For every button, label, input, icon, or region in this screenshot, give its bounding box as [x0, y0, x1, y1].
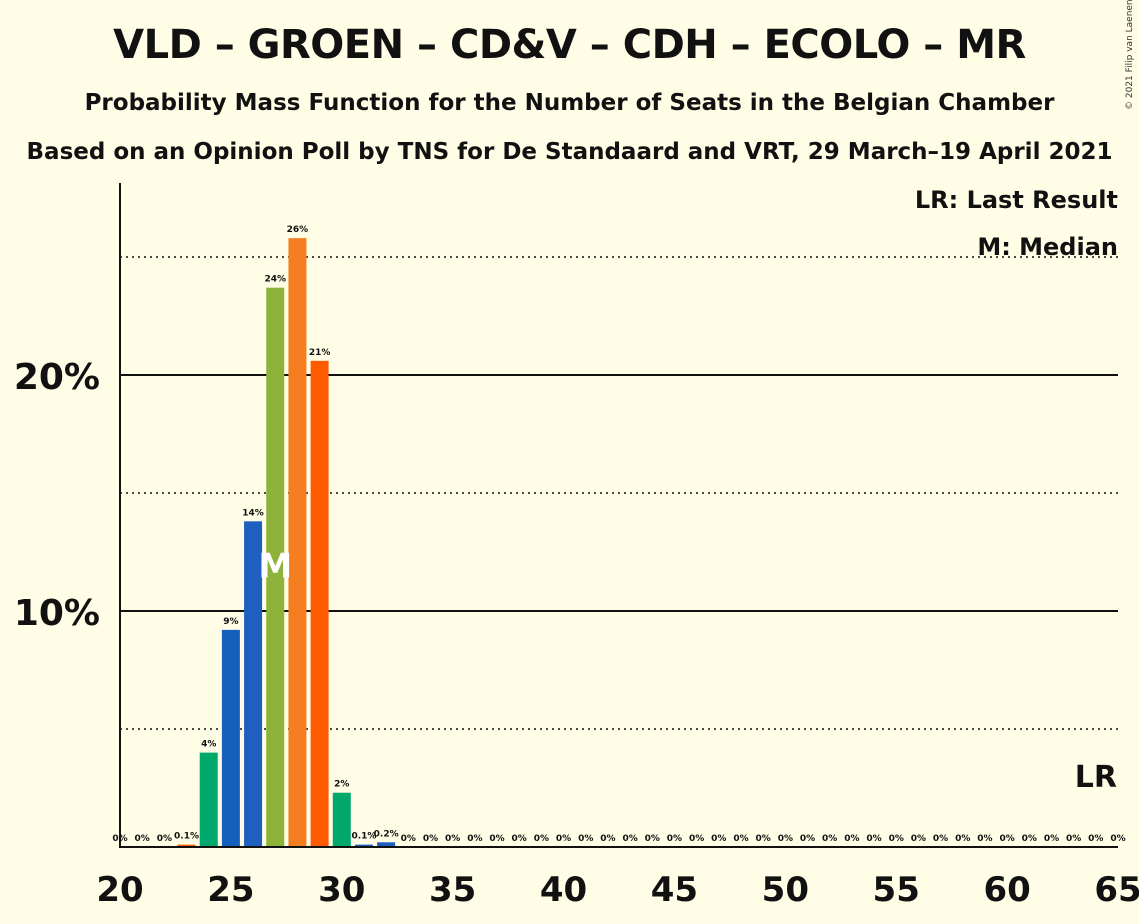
x-tick-label: 45: [651, 870, 698, 910]
bar-value-label: 4%: [201, 740, 216, 750]
x-tick-label: 40: [540, 870, 587, 910]
bar-value-label: 0%: [423, 834, 438, 844]
bar-value-label: 0%: [800, 834, 815, 844]
bar-value-label: 0%: [578, 834, 593, 844]
chart-source-line: Based on an Opinion Poll by TNS for De S…: [26, 139, 1113, 165]
bar-value-label: 0.1%: [351, 832, 376, 842]
bar-value-label: 0%: [622, 834, 637, 844]
legend-median: M: Median: [977, 233, 1118, 261]
bar-value-label: 9%: [223, 617, 238, 627]
bar-value-label: 0%: [600, 834, 615, 844]
bar-value-label: 0%: [512, 834, 527, 844]
bar: [199, 752, 218, 847]
bar-value-label: 0%: [711, 834, 726, 844]
bar-value-label: 0%: [157, 834, 172, 844]
bar-value-label: 14%: [242, 508, 264, 518]
x-tick-label: 35: [429, 870, 476, 910]
bar-value-label: 0%: [866, 834, 881, 844]
bar-value-label: 2%: [334, 780, 349, 790]
bar-value-label: 0%: [889, 834, 904, 844]
bar-value-label: 0.2%: [374, 829, 399, 839]
bar-value-label: 0%: [733, 834, 748, 844]
bar: [266, 287, 285, 847]
x-tick-label: 60: [983, 870, 1030, 910]
bar-value-label: 0%: [1044, 834, 1059, 844]
bar-value-label: 24%: [264, 275, 286, 285]
bar-value-label: 0%: [911, 834, 926, 844]
bar-value-label: 0%: [933, 834, 948, 844]
bar-value-label: 0%: [1022, 834, 1037, 844]
chart-subtitle: Probability Mass Function for the Number…: [84, 90, 1055, 116]
bar: [354, 844, 373, 847]
bar-value-label: 0.1%: [174, 832, 199, 842]
bar-value-label: 0%: [401, 834, 416, 844]
bar-value-label: 26%: [287, 225, 309, 235]
bar-value-label: 0%: [977, 834, 992, 844]
x-tick-label: 65: [1094, 870, 1139, 910]
bar-value-label: 0%: [534, 834, 549, 844]
bar-value-label: 0%: [445, 834, 460, 844]
bar: [221, 629, 240, 847]
last-result-marker: LR: [1075, 760, 1117, 795]
bar: [244, 521, 263, 847]
y-tick-label: 20%: [14, 357, 100, 398]
bar-value-label: 0%: [999, 834, 1014, 844]
bar-value-label: 0%: [489, 834, 504, 844]
x-tick-label: 50: [762, 870, 809, 910]
bar-value-label: 0%: [1066, 834, 1081, 844]
x-tick-label: 55: [873, 870, 920, 910]
median-marker: M: [258, 546, 292, 586]
bar-value-label: 0%: [667, 834, 682, 844]
legend-last-result: LR: Last Result: [914, 186, 1118, 214]
bar-value-label: 0%: [1088, 834, 1103, 844]
chart-title: VLD – GROEN – CD&V – CDH – ECOLO – MR: [113, 22, 1026, 68]
x-tick-label: 20: [96, 870, 143, 910]
bar: [177, 844, 196, 847]
bar-value-label: 0%: [645, 834, 660, 844]
bar: [332, 792, 351, 847]
y-tick-label: 10%: [14, 593, 100, 634]
bar-value-label: 0%: [556, 834, 571, 844]
bar-value-label: 0%: [955, 834, 970, 844]
bar-value-label: 0%: [756, 834, 771, 844]
bar-value-label: 21%: [309, 348, 331, 358]
bar-value-label: 0%: [1110, 834, 1125, 844]
x-tick-label: 30: [318, 870, 365, 910]
bar-value-label: 0%: [135, 834, 150, 844]
x-tick-label: 25: [207, 870, 254, 910]
bar-value-label: 0%: [778, 834, 793, 844]
bar-value-label: 0%: [467, 834, 482, 844]
bar-value-label: 0%: [822, 834, 837, 844]
bar: [288, 238, 307, 847]
bar: [310, 360, 329, 847]
bar-value-label: 0%: [844, 834, 859, 844]
bar: [377, 842, 396, 847]
bar-value-label: 0%: [689, 834, 704, 844]
